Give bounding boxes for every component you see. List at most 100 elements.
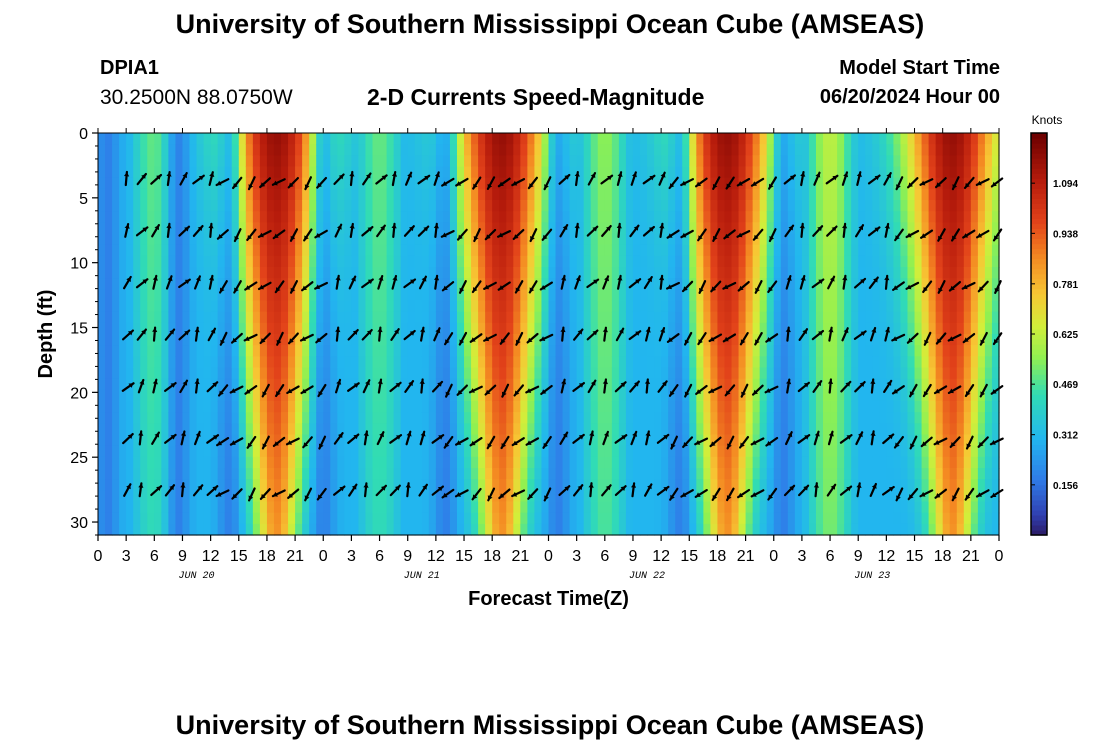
heatmap-cell — [309, 423, 317, 436]
heatmap-cell — [140, 334, 148, 346]
heatmap-cell — [161, 255, 169, 268]
heatmap-cell — [351, 200, 360, 212]
heatmap-cell — [865, 278, 873, 290]
heatmap-cell — [140, 255, 148, 268]
heatmap-cell — [189, 289, 198, 302]
heatmap-cell — [119, 144, 127, 156]
heatmap-cell — [632, 244, 641, 257]
heatmap-cell — [175, 144, 184, 156]
heatmap-cell — [421, 144, 430, 156]
heatmap-cell — [689, 423, 697, 436]
heatmap-cell — [583, 255, 592, 268]
heatmap-cell — [266, 289, 275, 302]
heatmap-cell — [435, 479, 444, 491]
heatmap-cell — [977, 166, 986, 179]
heatmap-cell — [977, 322, 986, 335]
heatmap-cell — [604, 389, 613, 402]
heatmap-cell — [935, 468, 944, 480]
heatmap-cell — [611, 133, 620, 145]
heatmap-cell — [935, 367, 944, 380]
heatmap-cell — [858, 456, 866, 469]
heatmap-cell — [689, 401, 697, 413]
heatmap-cell — [288, 456, 296, 469]
heatmap-cell — [794, 456, 803, 469]
heatmap-cell — [914, 456, 923, 469]
heatmap-cell — [689, 412, 697, 424]
heatmap-cell — [98, 490, 106, 503]
heatmap-cell — [731, 356, 740, 369]
heatmap-cell — [217, 345, 226, 357]
heatmap-cell — [703, 255, 711, 268]
heatmap-cell — [991, 155, 1000, 168]
heatmap-cell — [238, 255, 247, 268]
heatmap-cell — [231, 144, 240, 156]
heatmap-cell — [133, 423, 141, 436]
heatmap-cell — [654, 311, 662, 324]
heatmap-cell — [858, 255, 866, 268]
heatmap-cell — [668, 188, 676, 201]
heatmap-cell — [604, 289, 613, 302]
heatmap-cell — [351, 389, 360, 402]
heatmap-cell — [668, 445, 676, 458]
heatmap-cell — [780, 523, 789, 536]
heatmap-cell — [935, 166, 944, 179]
heatmap-cell — [435, 222, 444, 235]
heatmap-cell — [597, 378, 606, 391]
heatmap-cell — [555, 490, 564, 503]
heatmap-cell — [907, 188, 916, 201]
heatmap-cell — [928, 367, 937, 380]
heatmap-cell — [534, 367, 543, 380]
heatmap-cell — [344, 155, 353, 168]
heatmap-cell — [351, 233, 360, 246]
heatmap-cell — [808, 155, 817, 168]
heatmap-cell — [562, 311, 571, 324]
heatmap-cell — [618, 244, 627, 257]
heatmap-cell — [478, 177, 486, 190]
current-arrow-head — [444, 442, 450, 448]
heatmap-cell — [640, 133, 648, 145]
heatmap-cell — [808, 423, 817, 436]
heatmap-cell — [428, 345, 437, 357]
heatmap-cell — [618, 267, 627, 279]
heatmap-cell — [942, 133, 951, 145]
heatmap-cell — [449, 389, 458, 402]
current-arrow-head — [245, 389, 251, 394]
current-arrow-head — [352, 330, 358, 335]
heatmap-cell — [520, 334, 528, 346]
heatmap-cell — [914, 289, 923, 302]
heatmap-cell — [456, 244, 465, 257]
heatmap-cell — [801, 389, 810, 402]
heatmap-cell — [668, 289, 676, 302]
heatmap-cell — [464, 200, 472, 212]
heatmap-cell — [485, 423, 493, 436]
heatmap-cell — [98, 300, 106, 313]
heatmap-cell — [302, 255, 310, 268]
heatmap-cell — [787, 211, 796, 223]
current-arrow-head — [219, 390, 224, 396]
heatmap-cell — [991, 378, 1000, 391]
heatmap-cell — [421, 456, 430, 469]
heatmap-cell — [696, 423, 704, 436]
heatmap-cell — [682, 300, 690, 313]
heatmap-cell — [928, 144, 937, 156]
heatmap-cell — [991, 211, 1000, 223]
heatmap-cell — [710, 267, 719, 279]
heatmap-cell — [977, 222, 986, 235]
heatmap-cell — [597, 267, 606, 279]
heatmap-cell — [330, 367, 338, 380]
heatmap-cell — [98, 311, 106, 324]
heatmap-cell — [499, 155, 507, 168]
heatmap-cell — [168, 289, 177, 302]
heatmap-cell — [393, 468, 402, 480]
heatmap-cell — [900, 456, 909, 469]
current-arrow-head — [210, 328, 216, 334]
heatmap-cell — [379, 311, 388, 324]
heatmap-cell — [105, 244, 113, 257]
heatmap-cell — [520, 501, 528, 514]
heatmap-cell — [266, 445, 275, 458]
current-arrow-head — [336, 379, 342, 385]
heatmap-cell — [464, 367, 472, 380]
heatmap-cell — [456, 278, 465, 290]
heatmap-cell — [668, 412, 676, 424]
heatmap-cell — [302, 456, 310, 469]
